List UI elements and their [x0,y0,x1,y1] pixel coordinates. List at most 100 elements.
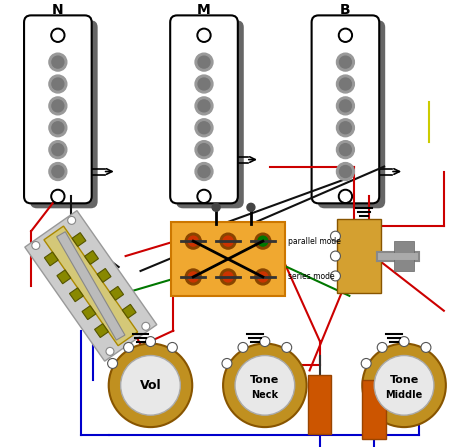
Circle shape [223,344,307,427]
Circle shape [339,56,351,68]
Circle shape [247,203,255,211]
FancyBboxPatch shape [176,21,244,208]
FancyBboxPatch shape [170,15,238,203]
Circle shape [52,122,64,134]
FancyBboxPatch shape [318,21,385,208]
FancyBboxPatch shape [308,375,331,434]
Circle shape [330,231,340,241]
Circle shape [53,30,63,40]
Circle shape [338,190,352,203]
Circle shape [337,163,355,181]
Circle shape [238,342,248,352]
Circle shape [223,236,233,246]
Circle shape [337,119,355,137]
Circle shape [198,56,210,68]
Circle shape [188,272,198,282]
Circle shape [146,337,155,346]
Polygon shape [97,269,111,283]
Circle shape [282,342,292,352]
Circle shape [220,269,236,285]
Circle shape [339,165,351,177]
Polygon shape [122,304,136,318]
Circle shape [49,97,67,115]
Circle shape [195,53,213,71]
Circle shape [337,141,355,159]
Circle shape [220,233,236,249]
Circle shape [49,163,67,181]
Circle shape [185,269,201,285]
Circle shape [223,272,233,282]
Circle shape [399,337,409,346]
Text: Vol: Vol [140,379,161,392]
Circle shape [421,342,431,352]
Circle shape [235,355,295,415]
Circle shape [52,56,64,68]
Circle shape [198,78,210,90]
Text: Neck: Neck [251,390,278,400]
Circle shape [52,143,64,156]
Circle shape [52,100,64,112]
Circle shape [53,191,63,201]
Circle shape [52,165,64,177]
Circle shape [330,271,340,281]
Circle shape [197,28,211,42]
Circle shape [362,344,446,427]
Text: M: M [197,4,211,17]
Circle shape [337,97,355,115]
Circle shape [51,28,65,42]
Circle shape [199,30,209,40]
Circle shape [197,190,211,203]
Circle shape [124,342,134,352]
Circle shape [339,100,351,112]
Circle shape [142,322,150,330]
Circle shape [258,236,268,246]
Bar [394,241,414,271]
Polygon shape [85,250,99,264]
Circle shape [339,122,351,134]
Circle shape [195,163,213,181]
Text: Tone: Tone [250,375,280,385]
Polygon shape [45,252,58,266]
Circle shape [108,358,118,368]
Circle shape [255,233,271,249]
Polygon shape [82,306,96,320]
Circle shape [68,216,76,224]
Circle shape [340,191,350,201]
Circle shape [195,141,213,159]
Circle shape [361,358,371,368]
Circle shape [198,100,210,112]
Polygon shape [72,232,86,246]
Polygon shape [44,226,137,346]
Circle shape [198,143,210,156]
Circle shape [339,78,351,90]
Polygon shape [109,287,124,300]
Text: N: N [52,4,64,17]
Circle shape [199,191,209,201]
Circle shape [188,236,198,246]
FancyBboxPatch shape [311,15,379,203]
FancyBboxPatch shape [24,15,91,203]
Text: Tone: Tone [390,375,419,385]
Polygon shape [25,211,157,361]
Text: series mode: series mode [288,272,334,282]
Circle shape [260,337,270,346]
Circle shape [32,241,40,249]
Circle shape [49,119,67,137]
Circle shape [198,122,210,134]
Circle shape [337,53,355,71]
FancyBboxPatch shape [337,219,381,293]
Circle shape [106,347,114,355]
Circle shape [52,78,64,90]
Polygon shape [70,288,83,302]
Circle shape [49,75,67,93]
Circle shape [198,165,210,177]
Circle shape [330,251,340,261]
Circle shape [195,97,213,115]
Circle shape [185,233,201,249]
FancyBboxPatch shape [30,21,98,208]
Circle shape [222,358,232,368]
Circle shape [377,342,387,352]
Polygon shape [94,324,109,337]
Text: Middle: Middle [385,390,423,400]
Circle shape [255,269,271,285]
